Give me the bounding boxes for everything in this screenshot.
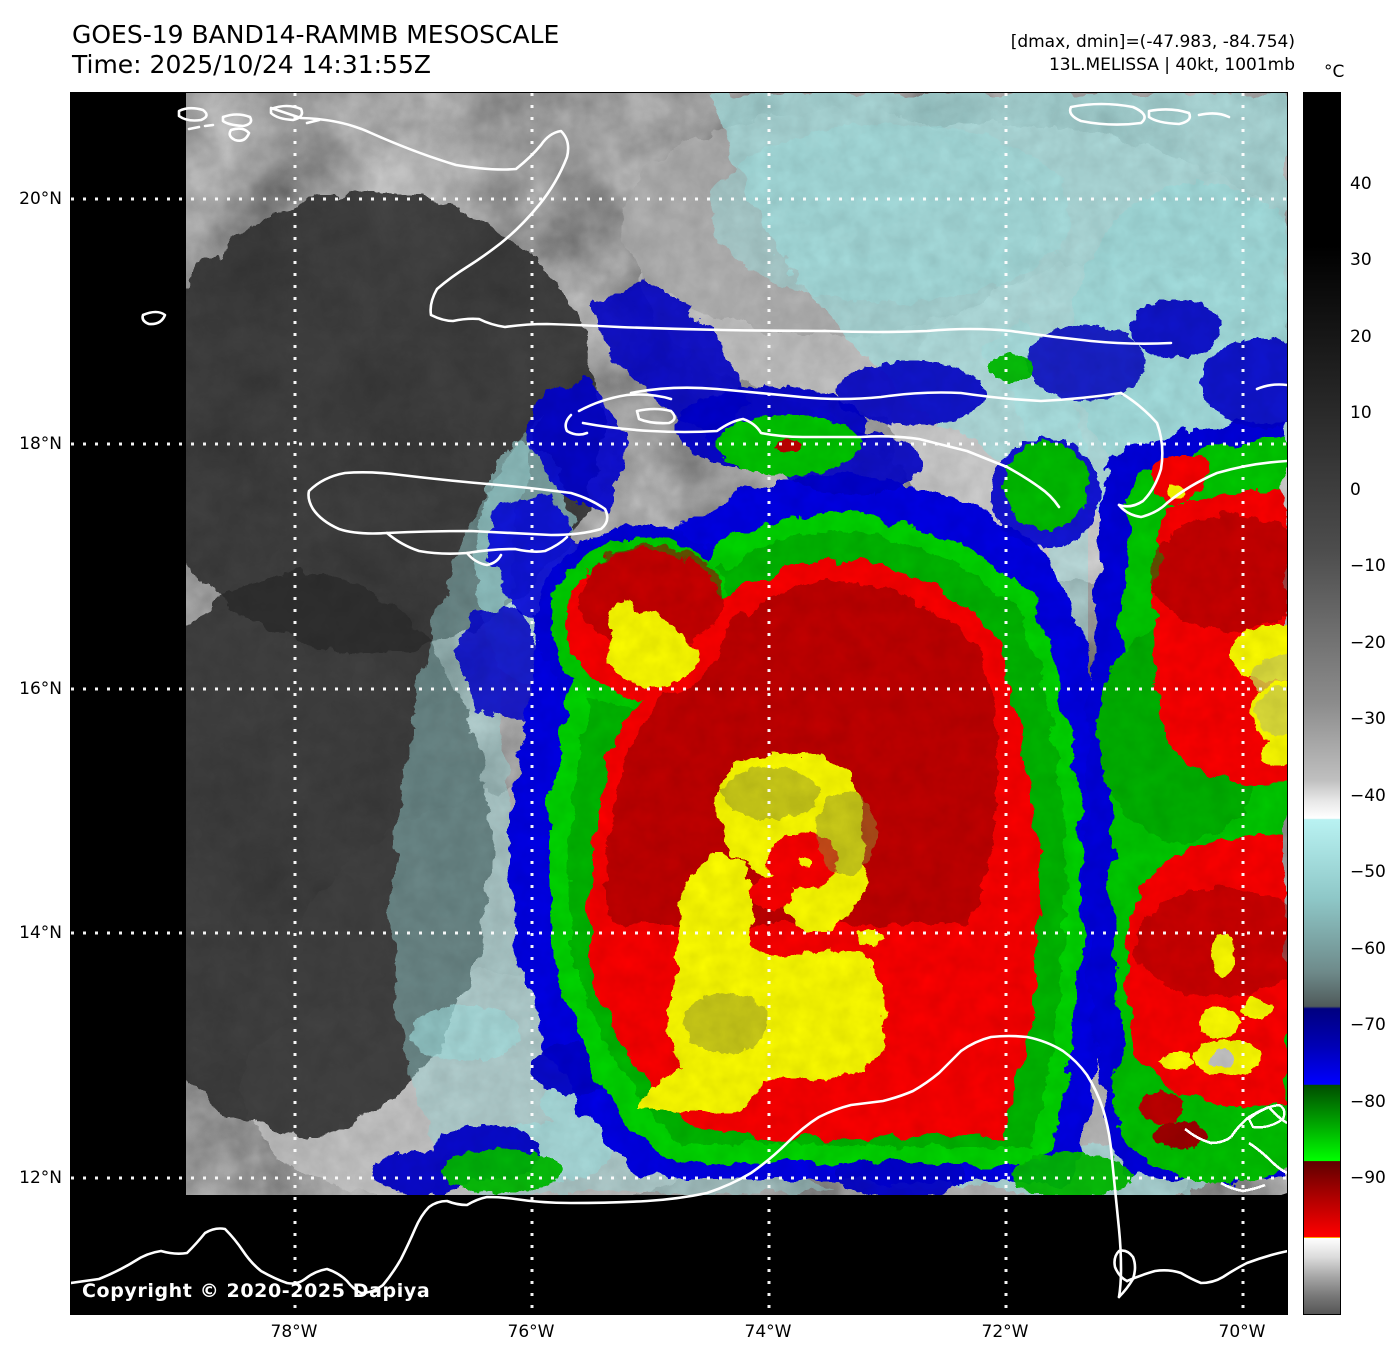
header-meta-block: [dmax, dmin]=(-47.983, -84.754) 13L.MELI…	[775, 31, 1295, 77]
xtick-72W: 72°W	[981, 1322, 1029, 1342]
storm-info-label: 13L.MELISSA | 40kt, 1001mb	[1048, 55, 1295, 75]
cbtick-m20: −20	[1350, 633, 1386, 653]
colorbar-unit-label: °C	[1324, 62, 1345, 82]
ytick-16N: 16°N	[19, 679, 62, 699]
cbtick-m60: −60	[1350, 939, 1386, 959]
cbtick-m50: −50	[1350, 862, 1386, 882]
copyright-label: Copyright © 2020-2025 Dapiya	[82, 1280, 431, 1302]
xtick-78W: 78°W	[270, 1322, 318, 1342]
ytick-18N: 18°N	[19, 434, 62, 454]
satellite-image-plot	[70, 92, 1288, 1315]
cbtick-m40: −40	[1350, 786, 1386, 806]
cbtick-40: 40	[1350, 174, 1372, 194]
ytick-20N: 20°N	[19, 189, 62, 209]
dminmax-label: [dmax, dmin]=(-47.983, -84.754)	[1010, 32, 1295, 52]
cbtick-0: 0	[1350, 480, 1361, 500]
temperature-colorbar	[1303, 92, 1341, 1315]
cbtick-m70: −70	[1350, 1015, 1386, 1035]
timestamp-label: Time: 2025/10/24 14:31:55Z	[72, 50, 431, 79]
cbtick-m10: −10	[1350, 556, 1386, 576]
cbtick-20: 20	[1350, 327, 1372, 347]
satellite-swath	[186, 93, 1287, 1195]
ytick-14N: 14°N	[19, 923, 62, 943]
cbtick-m30: −30	[1350, 709, 1386, 729]
xtick-70W: 70°W	[1218, 1322, 1266, 1342]
cbtick-10: 10	[1350, 403, 1372, 423]
colorbar-gradient	[1304, 93, 1340, 1314]
page-title: GOES-19 BAND14-RAMMB MESOSCALE	[72, 20, 560, 49]
cbtick-m80: −80	[1350, 1092, 1386, 1112]
cbtick-m90: −90	[1350, 1168, 1386, 1188]
cbtick-30: 30	[1350, 250, 1372, 270]
xtick-74W: 74°W	[744, 1322, 792, 1342]
xtick-76W: 76°W	[507, 1322, 555, 1342]
ytick-12N: 12°N	[19, 1168, 62, 1188]
header-title-block: GOES-19 BAND14-RAMMB MESOSCALE Time: 202…	[72, 20, 772, 80]
